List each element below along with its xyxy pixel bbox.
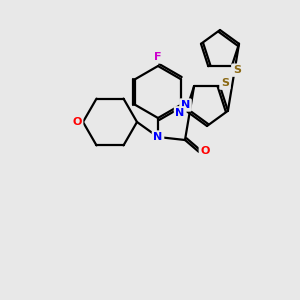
Text: S: S (233, 65, 241, 75)
Text: F: F (154, 52, 162, 62)
Text: O: O (200, 146, 210, 156)
Text: N: N (176, 108, 185, 118)
Text: N: N (153, 132, 163, 142)
Text: S: S (221, 78, 229, 88)
Text: N: N (181, 100, 190, 110)
Text: O: O (72, 117, 82, 127)
